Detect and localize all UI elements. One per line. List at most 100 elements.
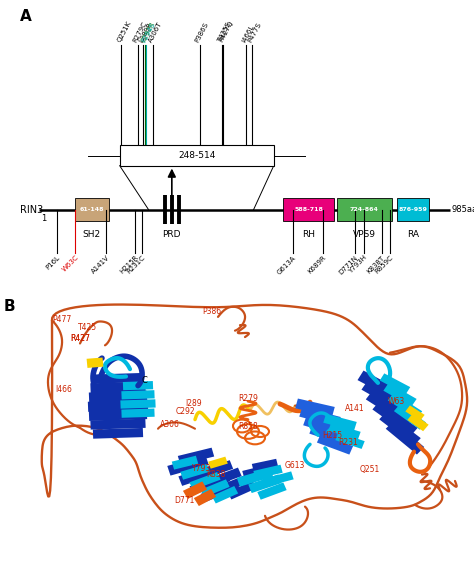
Text: L289P: L289P [138, 21, 154, 44]
Text: 588-718: 588-718 [294, 207, 323, 212]
Text: R279C: R279C [132, 20, 148, 44]
FancyBboxPatch shape [180, 464, 210, 480]
FancyBboxPatch shape [366, 390, 414, 426]
Text: R859C: R859C [374, 254, 394, 275]
Text: 985aa: 985aa [451, 205, 474, 214]
Text: Q251: Q251 [360, 466, 380, 474]
FancyBboxPatch shape [219, 474, 251, 493]
Text: W63C: W63C [61, 254, 80, 273]
FancyBboxPatch shape [299, 407, 341, 427]
FancyBboxPatch shape [394, 404, 426, 430]
Text: A141: A141 [345, 404, 365, 413]
FancyBboxPatch shape [178, 463, 222, 486]
FancyBboxPatch shape [383, 383, 417, 407]
Text: H215: H215 [322, 430, 342, 440]
FancyBboxPatch shape [386, 421, 424, 455]
Text: K838T: K838T [366, 254, 386, 274]
Text: Y793: Y793 [192, 463, 211, 473]
FancyBboxPatch shape [310, 424, 351, 446]
Text: B: B [4, 299, 16, 314]
FancyBboxPatch shape [201, 480, 239, 502]
FancyBboxPatch shape [208, 456, 228, 469]
FancyBboxPatch shape [242, 464, 274, 480]
Bar [283, 198, 334, 222]
Text: 876-959: 876-959 [399, 207, 428, 212]
FancyBboxPatch shape [380, 374, 410, 394]
FancyBboxPatch shape [407, 414, 428, 431]
Text: I289: I289 [185, 400, 201, 408]
Text: R427Q: R427Q [218, 20, 234, 44]
Text: I466: I466 [55, 385, 72, 394]
Text: P477: P477 [52, 315, 71, 324]
Bar [337, 198, 392, 222]
FancyBboxPatch shape [253, 465, 283, 479]
FancyBboxPatch shape [212, 486, 238, 503]
Text: T425: T425 [78, 324, 97, 332]
Text: Y793H: Y793H [347, 254, 368, 275]
FancyBboxPatch shape [388, 393, 422, 419]
FancyBboxPatch shape [323, 414, 357, 431]
Text: R427: R427 [70, 335, 90, 343]
Text: VPS9: VPS9 [353, 230, 376, 239]
Text: C292: C292 [176, 407, 196, 416]
Text: G613: G613 [285, 461, 305, 470]
FancyBboxPatch shape [89, 391, 147, 403]
FancyBboxPatch shape [194, 489, 216, 506]
Text: K838: K838 [206, 470, 225, 479]
FancyBboxPatch shape [373, 401, 418, 437]
FancyBboxPatch shape [335, 432, 365, 449]
FancyBboxPatch shape [362, 380, 409, 413]
Text: I466L: I466L [241, 24, 255, 44]
Text: P16L: P16L [45, 254, 61, 270]
FancyBboxPatch shape [88, 400, 148, 412]
FancyBboxPatch shape [123, 381, 153, 390]
Text: A: A [20, 9, 31, 24]
Text: RH: RH [302, 230, 315, 239]
Text: K689R: K689R [307, 254, 327, 274]
Text: H215R: H215R [119, 254, 140, 275]
Text: R231: R231 [338, 438, 358, 447]
FancyBboxPatch shape [87, 357, 103, 368]
FancyBboxPatch shape [121, 408, 155, 418]
FancyBboxPatch shape [91, 419, 146, 430]
Text: D771N: D771N [338, 254, 359, 276]
FancyBboxPatch shape [190, 473, 230, 495]
Text: G613A: G613A [276, 254, 297, 275]
Text: PRD: PRD [163, 230, 181, 239]
Text: T425S: T425S [217, 21, 232, 44]
Text: W63: W63 [388, 397, 405, 406]
Text: P386: P386 [202, 307, 221, 316]
Text: Q251K: Q251K [116, 20, 132, 44]
FancyBboxPatch shape [197, 460, 233, 480]
FancyBboxPatch shape [257, 483, 287, 500]
Text: A306: A306 [160, 420, 180, 429]
FancyBboxPatch shape [295, 398, 335, 417]
FancyBboxPatch shape [178, 448, 214, 465]
FancyBboxPatch shape [405, 405, 425, 421]
FancyBboxPatch shape [93, 428, 143, 438]
FancyBboxPatch shape [329, 423, 361, 440]
FancyBboxPatch shape [317, 434, 353, 455]
Text: P294S: P294S [141, 21, 156, 44]
FancyBboxPatch shape [120, 399, 155, 409]
Text: C292R: C292R [140, 20, 156, 44]
FancyBboxPatch shape [89, 409, 147, 421]
FancyBboxPatch shape [252, 459, 278, 472]
FancyBboxPatch shape [172, 456, 198, 470]
Text: A306T: A306T [148, 21, 164, 44]
FancyBboxPatch shape [248, 474, 282, 493]
FancyBboxPatch shape [208, 467, 242, 487]
FancyBboxPatch shape [262, 472, 294, 487]
FancyBboxPatch shape [357, 371, 402, 401]
FancyBboxPatch shape [228, 481, 256, 499]
FancyBboxPatch shape [379, 412, 421, 446]
Text: SH2: SH2 [83, 230, 101, 239]
Text: A141V: A141V [90, 254, 110, 275]
Bar [397, 198, 429, 222]
FancyBboxPatch shape [237, 468, 273, 487]
Text: 61-148: 61-148 [80, 207, 104, 212]
Text: R858: R858 [238, 422, 258, 432]
Bar [119, 146, 274, 166]
FancyBboxPatch shape [183, 481, 207, 499]
FancyBboxPatch shape [93, 373, 143, 384]
